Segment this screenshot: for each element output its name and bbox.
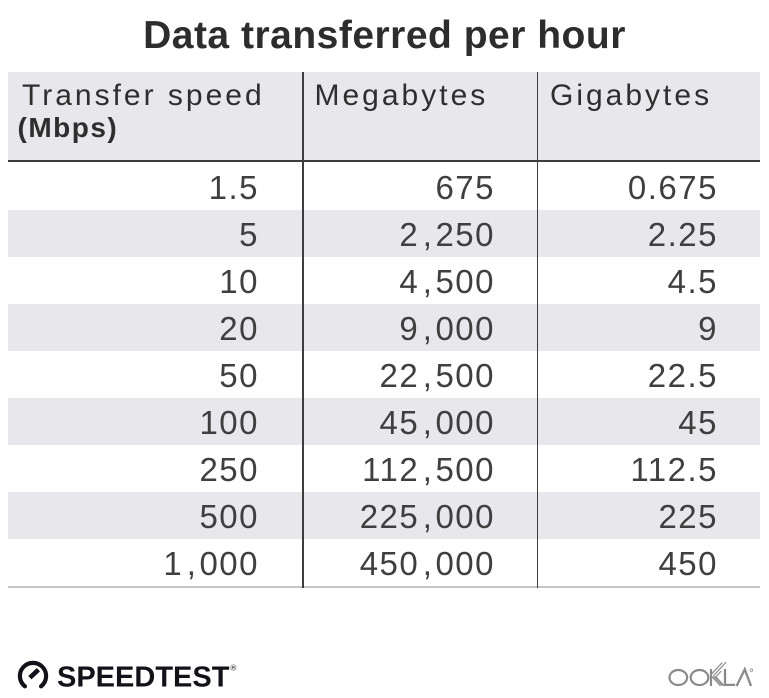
svg-text:®: ®	[231, 664, 237, 673]
svg-text:SPEEDTEST: SPEEDTEST	[57, 662, 230, 694]
